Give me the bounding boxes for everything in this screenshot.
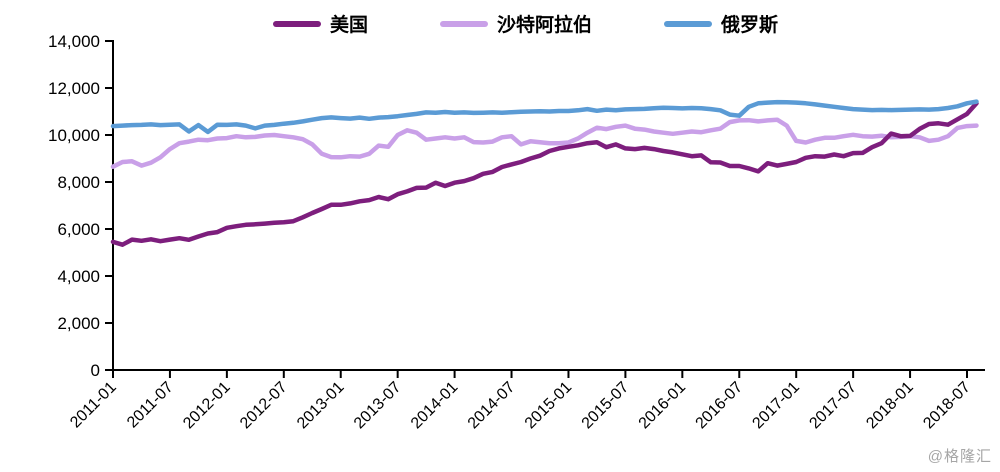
y-tick-label: 10,000 xyxy=(48,126,100,145)
x-tick-label: 2018-01 xyxy=(863,379,917,433)
y-tick-label: 6,000 xyxy=(57,220,100,239)
legend-item-saudi[interactable]: 沙特阿拉伯 xyxy=(440,10,592,37)
y-tick-label: 4,000 xyxy=(57,267,100,286)
series-line-russia xyxy=(110,99,979,135)
legend-item-russia[interactable]: 俄罗斯 xyxy=(664,10,778,37)
x-tick-label: 2016-07 xyxy=(693,379,747,433)
usa-series-swatch xyxy=(273,20,321,27)
x-tick-label: 2017-07 xyxy=(806,379,860,433)
usa-series-label: 美国 xyxy=(330,15,369,36)
y-tick-label: 0 xyxy=(91,361,100,380)
y-tick-label: 8,000 xyxy=(57,173,100,192)
legend-item-usa[interactable]: 美国 xyxy=(273,10,368,37)
saudi-series-swatch xyxy=(440,20,489,27)
y-tick-label: 14,000 xyxy=(48,32,100,51)
x-tick-label: 2014-01 xyxy=(408,379,462,433)
x-tick-label: 2011-01 xyxy=(67,379,120,432)
x-tick-label: 2016-01 xyxy=(636,379,690,433)
x-tick-label: 2015-01 xyxy=(522,379,576,433)
x-tick-label: 2012-01 xyxy=(180,379,234,433)
watermark: @格隆汇 xyxy=(927,448,992,465)
y-tick-label: 12,000 xyxy=(48,79,100,98)
x-tick-label: 2018-07 xyxy=(920,379,974,433)
x-tick-label: 2015-07 xyxy=(579,379,633,433)
series-line-usa xyxy=(110,101,979,247)
russia-series-label: 俄罗斯 xyxy=(721,15,779,36)
saudi-series-label: 沙特阿拉伯 xyxy=(497,15,593,36)
x-tick-label: 2011-07 xyxy=(124,379,177,432)
x-tick-label: 2012-07 xyxy=(237,379,291,433)
x-tick-label: 2013-01 xyxy=(294,379,348,433)
russia-series-swatch xyxy=(664,20,713,27)
y-tick-label: 2,000 xyxy=(57,314,100,333)
series-line-saudi xyxy=(110,117,979,169)
chart-legend: 美国 沙特阿拉伯 俄罗斯 xyxy=(273,10,778,37)
x-tick-label: 2013-07 xyxy=(351,379,405,433)
x-tick-label: 2017-01 xyxy=(749,379,803,433)
x-tick-label: 2014-07 xyxy=(465,379,519,433)
